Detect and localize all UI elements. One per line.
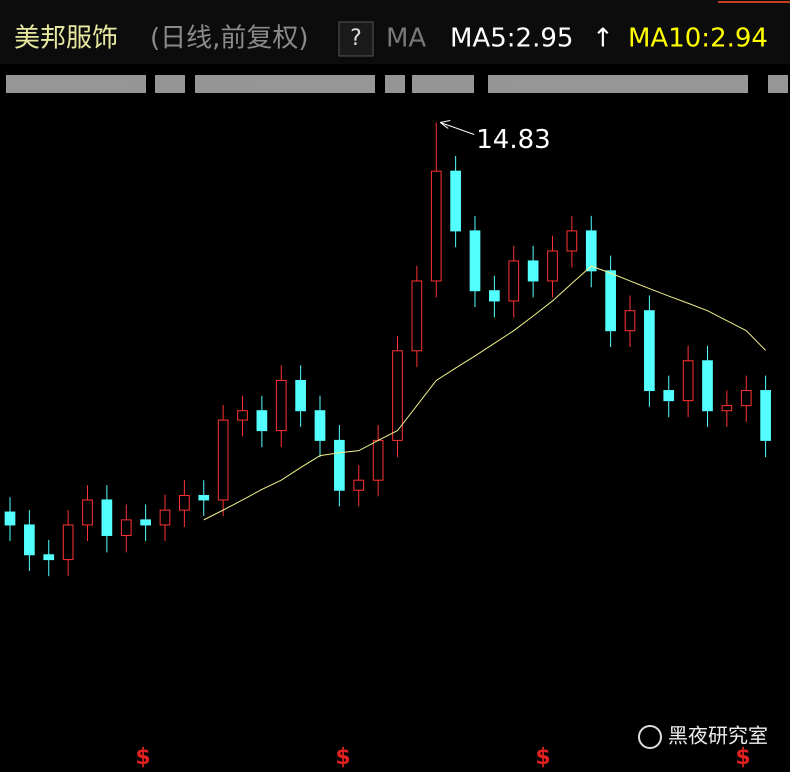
candle-body (547, 250, 558, 282)
stock-name: 美邦服饰 (14, 24, 118, 54)
candle-body (663, 390, 675, 402)
candle-body (179, 494, 190, 511)
candle-body (372, 439, 384, 481)
blurred-row (6, 75, 788, 93)
candle-body (702, 360, 713, 412)
candle-body (605, 270, 616, 332)
candle-body (140, 519, 151, 526)
indicator: MA (386, 24, 426, 54)
trend-arrow: ↑ (592, 24, 614, 54)
candle-body (62, 524, 74, 561)
candle-body (644, 310, 655, 392)
annotation-arrow (440, 122, 475, 135)
candle-body (624, 310, 636, 332)
candle-body (411, 280, 423, 352)
event-marker: $ (735, 745, 750, 770)
event-marker: $ (335, 745, 350, 770)
candle-body (159, 509, 171, 526)
candle-body (4, 511, 16, 526)
candle-body (430, 170, 442, 282)
event-marker: $ (535, 745, 550, 770)
ma10-label: MA10:2.94 (628, 24, 768, 54)
annotation-arrowhead (439, 119, 451, 129)
candle-body (682, 360, 694, 402)
candle-body (24, 524, 35, 556)
watermark: 黑夜研究室 (638, 724, 768, 749)
candle-body (527, 260, 539, 282)
candle-body (275, 379, 287, 432)
candle-body (120, 519, 132, 536)
candle-body (760, 390, 771, 441)
candle-body (353, 479, 365, 491)
candle-body (43, 554, 55, 561)
candle-body (217, 419, 229, 501)
candle-body (295, 379, 306, 412)
candle-body (101, 499, 113, 536)
candle-body (566, 230, 578, 252)
header-bar (0, 0, 790, 64)
candle-body (450, 170, 461, 232)
candle-body (198, 494, 210, 501)
candle-body (392, 350, 403, 441)
moving-average-line (203, 265, 766, 521)
candle-body (82, 499, 93, 526)
help-text: ? (350, 26, 362, 51)
help-button[interactable] (338, 21, 374, 57)
event-marker: $ (135, 745, 150, 770)
candle-body (585, 230, 597, 272)
candle-body (740, 390, 752, 407)
candle-body (489, 290, 500, 302)
watermark-text: 黑夜研究室 (668, 724, 768, 748)
candle-body (314, 410, 326, 441)
candle-body (508, 260, 520, 302)
candle-body (334, 439, 345, 491)
peak-label: 14.83 (476, 125, 550, 155)
ma5-label: MA5:2.95 (450, 24, 573, 54)
candle-body (256, 410, 268, 432)
candle-body (469, 230, 481, 292)
candle-body (721, 405, 733, 412)
period-label: (日线,前复权) (150, 24, 309, 54)
candle-body (237, 410, 248, 421)
